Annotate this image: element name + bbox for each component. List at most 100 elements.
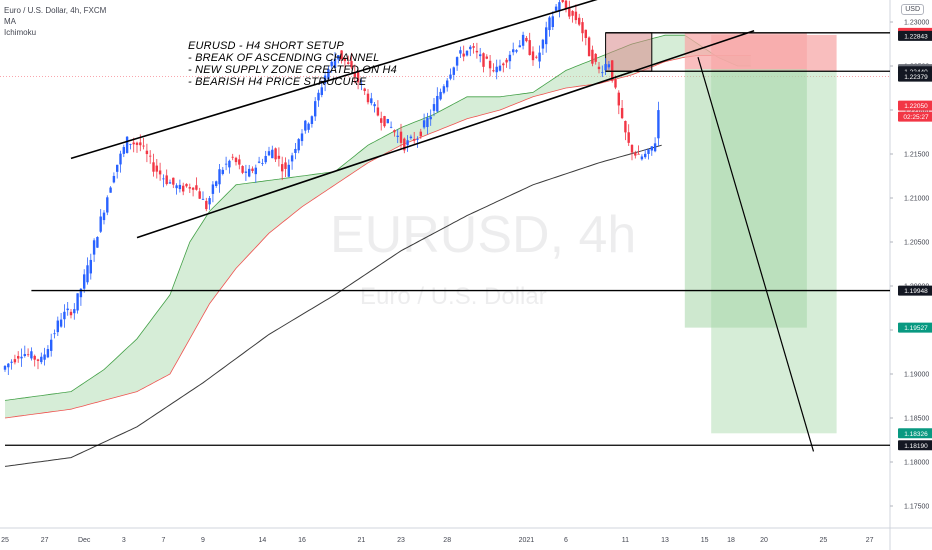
candle-body: [83, 274, 86, 289]
candle-body: [587, 37, 591, 57]
setup-annotation[interactable]: EURUSD - H4 SHORT SETUP - BREAK OF ASCEN…: [188, 40, 397, 88]
price-label-bg: [898, 111, 932, 122]
price-label-bg: [898, 30, 932, 41]
candle-body: [594, 53, 597, 62]
candle-body: [409, 136, 413, 139]
time-tick-label: 21: [358, 537, 366, 544]
candle-body: [640, 156, 644, 160]
candle-body: [584, 29, 587, 38]
candle-body: [373, 104, 376, 107]
time-tick-label: 11: [622, 537, 629, 544]
time-tick-label: 7: [161, 537, 165, 544]
candle-body: [50, 339, 53, 351]
candle-body: [211, 184, 215, 194]
candle-body: [644, 153, 647, 158]
candle-body: [422, 120, 426, 128]
candle-body: [554, 6, 558, 11]
price-label-bg: [898, 428, 932, 439]
candle-body: [413, 138, 416, 141]
indicator-ma-label[interactable]: MA: [4, 17, 16, 26]
candle-body: [30, 351, 33, 359]
candle-body: [545, 27, 548, 45]
candle-body: [505, 59, 508, 63]
candle-body: [551, 16, 554, 28]
candle-body: [310, 116, 314, 124]
candle-body: [370, 98, 373, 104]
candle-body: [66, 308, 69, 311]
price-tick-label: 1.18500: [904, 416, 929, 423]
time-axis: 25 27 Dec 3 7 9 14 16 21 23 28 2021 6 11 13 15 18 20 25 27: [1, 537, 873, 544]
indicator-ichimoku-label[interactable]: Ichimoku: [4, 28, 37, 37]
candle-body: [419, 131, 422, 137]
candle-body: [455, 57, 459, 66]
candle-body: [7, 363, 10, 368]
price-label-bg: [898, 71, 932, 82]
candles-layer: [3, 0, 660, 376]
candle-body: [528, 40, 531, 56]
price-tick-label: 1.22000: [904, 108, 929, 115]
candle-body: [495, 66, 498, 73]
candle-body: [224, 163, 228, 165]
price-label: 1.18190: [904, 443, 928, 450]
candle-body: [300, 133, 304, 142]
candle-body: [538, 52, 541, 62]
drawings-layer: [5, 0, 890, 452]
candle-body: [149, 155, 152, 157]
candle-body: [492, 70, 495, 72]
moving-average-layer: [4, 144, 662, 467]
candle-body: [53, 333, 56, 335]
candle-body: [248, 168, 251, 177]
candle-body: [320, 87, 323, 95]
candle-body: [561, 0, 564, 2]
candle-body: [366, 93, 370, 103]
candle-body: [627, 132, 630, 143]
candle-body: [290, 155, 294, 162]
candle-body: [462, 53, 465, 57]
candle-body: [571, 11, 574, 16]
annotation-line: - BEARISH H4 PRICE STRUCURE: [188, 76, 367, 88]
candle-body: [162, 178, 165, 180]
candle-body: [205, 200, 208, 210]
candle-body: [380, 118, 383, 123]
candle-body: [142, 145, 145, 147]
candle-body: [630, 144, 634, 153]
candle-body: [158, 170, 162, 175]
price-tick-label: 1.18000: [904, 460, 929, 467]
candle-body: [294, 148, 297, 153]
candle-body: [403, 138, 406, 151]
candle-body: [488, 60, 492, 69]
candle-body: [611, 60, 614, 81]
candle-body: [525, 37, 528, 42]
candle-body: [548, 17, 551, 31]
currency-button[interactable]: USD: [901, 4, 924, 15]
candle-body: [195, 185, 198, 190]
price-label: 1.19948: [904, 288, 928, 295]
price-label: 1.22050: [904, 103, 928, 110]
candle-body: [172, 177, 175, 185]
candle-body: [350, 61, 353, 68]
candle-body: [152, 162, 155, 172]
time-tick-label: 2021: [519, 537, 535, 544]
candle-body: [617, 92, 620, 106]
candle-body: [277, 155, 281, 159]
price-tick-label: 1.20500: [904, 240, 929, 247]
candle-body: [297, 139, 300, 151]
price-label-bg: [898, 100, 932, 111]
time-tick-label: 15: [701, 537, 709, 544]
candle-body: [73, 309, 76, 314]
candle-body: [597, 66, 601, 70]
candle-body: [102, 212, 106, 221]
candle-body: [607, 64, 611, 68]
annotation-line: EURUSD - H4 SHORT SETUP: [188, 40, 344, 52]
candle-body: [515, 50, 518, 52]
candle-body: [446, 80, 449, 88]
candle-body: [112, 175, 116, 183]
candle-body: [508, 54, 512, 62]
candle-body: [541, 39, 545, 49]
candle-body: [208, 198, 211, 205]
candle-body: [399, 131, 403, 143]
time-tick-label: Dec: [78, 537, 91, 544]
candle-body: [234, 157, 238, 163]
candle-body: [574, 11, 578, 21]
